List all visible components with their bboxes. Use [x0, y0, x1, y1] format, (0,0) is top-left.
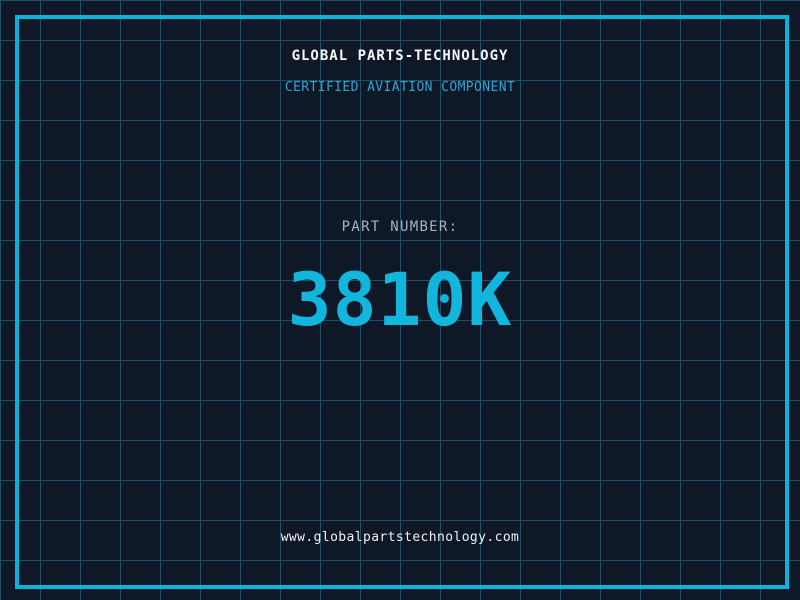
part-number-label: PART NUMBER: [341, 219, 459, 235]
website-url: www.globalpartstechnology.com [280, 530, 520, 545]
tagline: CERTIFIED AVIATION COMPONENT [284, 80, 516, 95]
part-number-value: 3810K [287, 258, 513, 343]
company-name: GLOBAL PARTS-TECHNOLOGY [291, 48, 509, 64]
